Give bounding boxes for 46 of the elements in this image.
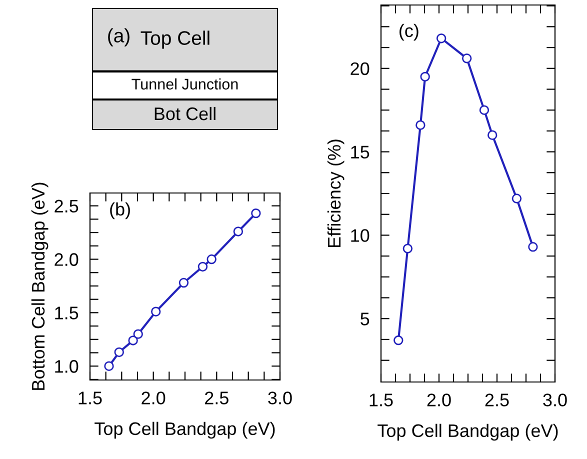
y-tick-label: 15 xyxy=(351,146,370,159)
point xyxy=(528,242,538,252)
point xyxy=(114,347,124,358)
point xyxy=(206,254,216,264)
x-axis-title: Top Cell Bandgap (eV) xyxy=(94,422,275,439)
x-axis-title: Top Cell Bandgap (eV) xyxy=(378,424,558,441)
x-tick-label: 1.5 xyxy=(370,394,393,406)
x-tick-label: 2.5 xyxy=(205,392,228,404)
point xyxy=(104,361,114,371)
point xyxy=(488,130,498,140)
x-tick-label: 2.5 xyxy=(485,394,509,406)
y-axis-title: Efficiency (%) xyxy=(327,140,344,248)
annotation: (c) xyxy=(400,24,418,41)
annotation: (b) xyxy=(110,202,130,220)
y-tick-label: 5 xyxy=(360,312,370,326)
point xyxy=(251,208,261,218)
text: Tunnel Junction xyxy=(132,78,238,90)
point xyxy=(402,244,413,254)
x-tick-label: 2.0 xyxy=(427,394,451,406)
y-tick-label: 20 xyxy=(350,62,370,76)
point xyxy=(233,226,244,236)
point xyxy=(479,105,490,115)
y-tick-label: 2.0 xyxy=(54,253,78,266)
point xyxy=(151,306,161,316)
y-tick-label: 2.5 xyxy=(54,200,78,213)
x-tick-label: 1.5 xyxy=(78,392,102,404)
y-axis-title: Bottom Cell Bandgap (eV) xyxy=(31,182,48,390)
point xyxy=(462,54,472,64)
y-tick-label: 1.0 xyxy=(55,360,78,373)
point xyxy=(420,72,430,82)
x-tick-label: 2.0 xyxy=(142,392,166,404)
x-tick-label: 3.0 xyxy=(543,394,567,406)
point xyxy=(128,336,138,346)
point xyxy=(512,194,522,204)
point xyxy=(416,120,426,130)
point xyxy=(436,34,446,44)
text: Bot Cell xyxy=(154,106,216,120)
point xyxy=(178,278,189,288)
point xyxy=(198,262,208,272)
y-tick-label: 1.5 xyxy=(55,306,78,320)
x-tick-label: 3.0 xyxy=(268,392,292,404)
text: (a) xyxy=(108,28,130,46)
point xyxy=(394,335,404,346)
text: Top Cell xyxy=(140,30,210,49)
point xyxy=(133,329,143,339)
y-tick-label: 10 xyxy=(351,229,370,242)
